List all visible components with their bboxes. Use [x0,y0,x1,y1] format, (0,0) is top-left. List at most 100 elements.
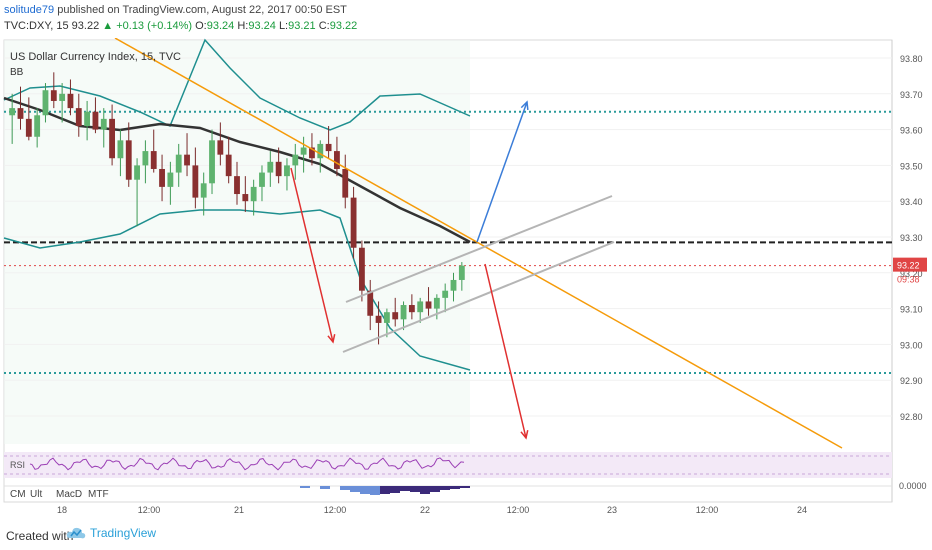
candle [134,158,140,227]
candle-body [225,154,232,177]
macd-histogram-bar [440,486,450,490]
footer: Created with TradingView [0,518,932,550]
candles [9,72,465,345]
candle-body [175,154,182,173]
candle [334,136,340,177]
candle [117,129,124,177]
publish-header: solitude79 published on TradingView.com,… [0,0,932,38]
candle-body [59,93,66,101]
last-price-tag-label: 93.22 [897,261,920,271]
candle [142,140,149,184]
candle [458,262,465,291]
macd-histogram-bar [370,486,380,495]
y-tick-label: 93.00 [900,340,923,350]
candle [367,279,374,331]
candle [159,154,165,202]
candle [325,126,332,159]
x-tick-label: 23 [607,505,617,515]
candle-body [375,315,382,323]
candle-body [17,108,24,119]
last-price-value: 93.22 [71,20,100,32]
candle [217,122,224,166]
horizontal-levels [4,110,892,375]
descending-trendline [114,38,843,449]
candle-body [342,168,349,198]
candle-body [92,111,99,130]
candle-body [259,172,265,187]
candle [59,83,66,123]
last-price-tag [893,257,927,272]
high-value: 93.24 [248,20,276,32]
x-tick-label: 12:00 [138,505,161,515]
candle-body [433,297,440,309]
macd-histogram-bar [430,486,440,492]
candle-body [267,161,274,173]
low-label: L: [278,20,289,32]
price-chart[interactable]: 93.80 93.70 93.60 93.50 93.40 93.30 93.20 93.10… [0,38,932,518]
macd-histogram-bar [420,486,430,494]
macd-pane: CM Ult MacD MTF 0.0000 [4,481,927,503]
close-label: C: [318,20,330,32]
macd-histogram-bar [340,486,350,490]
candle [450,272,457,302]
blue-up-arrow [476,100,529,243]
tradingview-cloud-icon [66,527,86,539]
candle-body [184,154,190,166]
candle-body [284,165,290,177]
candle [9,93,16,144]
symbol-ohlc-bar: TVC:DXY, 15 93.22 ▲ +0.13 (+0.14%) O:93.… [4,20,357,32]
countdown-label: 09:38 [897,275,920,285]
candle [383,308,390,338]
candle [358,240,365,302]
candle [100,108,107,148]
candle-body [209,140,215,184]
x-tick-label: 12:00 [507,505,530,515]
rsi-pane: RSI [4,452,892,478]
channel-upper [345,195,613,303]
open-value: 93.24 [206,20,235,32]
x-axis: 18 12:00 21 12:00 22 12:00 23 12:00 24 [57,505,807,515]
candle-body [450,279,457,291]
candle [400,301,407,331]
candle [433,294,440,320]
candle [150,129,157,173]
candle [192,147,199,209]
candle-body [292,154,299,166]
candle-body [408,305,415,313]
candle-body [117,140,124,159]
rsi-label: RSI [10,460,25,470]
macd-label: Ult [30,489,42,500]
y-tick-label: 93.80 [900,54,923,64]
x-tick-label: 21 [234,505,244,515]
x-tick-label: 22 [420,505,430,515]
candle [25,97,32,141]
red-down-arrow-left-head [327,334,336,344]
x-tick-label: 12:00 [324,505,347,515]
change-value: +0.13 (+0.14%) [116,20,193,32]
candle-body [142,151,149,166]
macd-histogram-bar [460,486,470,488]
candle-body [67,93,74,109]
candle-body [334,151,340,169]
macd-histogram-bar [410,486,420,492]
red-down-arrow-left-shaft [290,167,334,343]
candle [284,158,290,191]
arrows [290,100,529,440]
candle [350,186,357,259]
y-tick-label: 93.50 [900,161,923,171]
candle-body [242,194,249,202]
y-tick-label: 92.80 [900,412,923,422]
candle-body [125,140,132,180]
tradingview-brand[interactable]: TradingView [66,526,156,540]
candle [125,122,132,187]
candle [392,297,399,327]
red-down-arrow-right [484,263,529,440]
candle-body [9,108,16,116]
y-tick-label: 92.90 [900,376,923,386]
author-link[interactable]: solitude79 [4,4,55,16]
candle [425,287,432,316]
macd-label: MTF [88,489,109,500]
created-with-text: Created with [6,529,74,543]
red-down-arrow-left [290,167,336,344]
candle [342,154,349,209]
